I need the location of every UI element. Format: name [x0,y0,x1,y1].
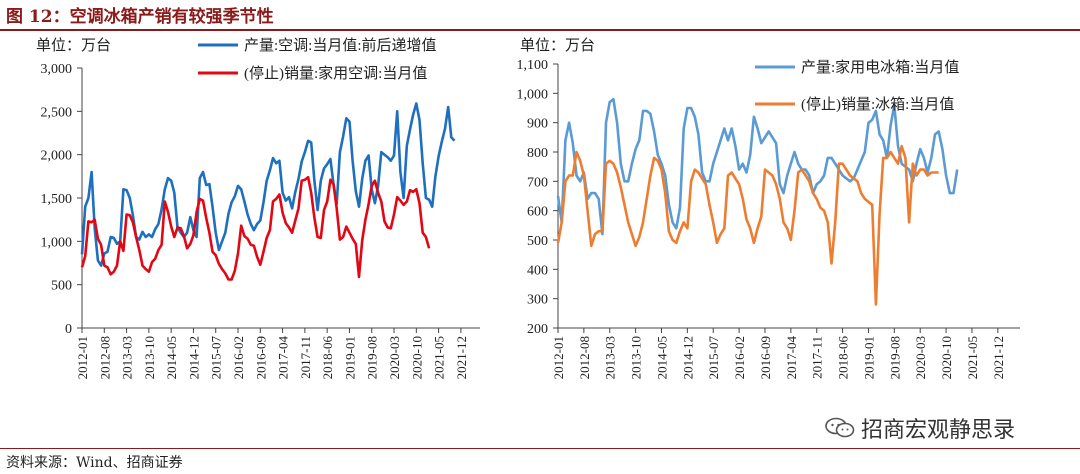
watermark-text: 招商宏观静思录 [861,418,1016,443]
x-tick-label: 2013-10 [629,336,644,379]
figure-title: 图 12：空调冰箱产销有较强季节性 [6,7,274,27]
y-tick-label: 300 [527,293,548,308]
y-tick-label: 1,000 [517,87,549,102]
unit-label: 单位：万台 [520,37,595,54]
y-tick-label: 2,500 [41,105,73,120]
y-tick-label: 900 [527,117,548,132]
x-tick-label: 2020-03 [913,336,928,379]
y-tick-label: 500 [51,279,72,294]
y-tick-label: 1,500 [41,192,73,207]
series-line-1 [556,97,959,236]
x-tick-label: 2021-12 [991,336,1006,379]
y-tick-label: 3,000 [41,62,73,77]
y-tick-label: 200 [527,322,548,337]
x-tick-label: 2012-01 [75,336,90,379]
source-note: 资料来源：Wind、招商证券 [6,455,183,471]
legend-label-1: 产量:家用电冰箱:当月值 [801,59,959,76]
x-tick-label: 2012-08 [577,336,592,379]
wechat-icon [825,417,855,438]
chart-fridge: 单位：万台 200 300 400 500 600 700 800 900 1,000 1,100 2… [517,37,1020,380]
legend-label-2: (停止)销量:家用空调:当月值 [244,65,427,82]
x-tick-label: 2021-12 [454,336,469,379]
y-tick-label: 500 [527,234,548,249]
legend-label-1: 产量:空调:当月值:前后递增值 [244,37,437,54]
x-tick-label: 2016-02 [231,336,246,379]
x-tick-label: 2013-03 [603,336,618,379]
x-tick-label: 2013-10 [142,336,157,379]
x-tick-label: 2016-09 [253,336,268,379]
x-tick-label: 2012-08 [97,336,112,379]
x-tick-label: 2020-10 [409,336,424,379]
x-tick-label: 2018-06 [836,336,851,380]
y-tick-label: 2,000 [41,149,73,164]
x-tick-label: 2014-05 [654,336,669,379]
y-tick-label: 600 [527,205,548,220]
x-tick-label: 2021-05 [432,336,447,379]
x-tick-label: 2018-06 [320,336,335,380]
x-tick-label: 2019-01 [342,336,357,379]
x-tick-label: 2014-05 [164,336,179,379]
x-tick-label: 2014-12 [186,336,201,379]
y-tick-label: 1,000 [41,235,73,250]
x-tick-label: 2016-02 [732,336,747,379]
x-tick-label: 2017-04 [784,336,799,380]
x-tick-label: 2017-11 [298,336,313,379]
x-tick-label: 2014-12 [680,336,695,379]
x-tick-label: 2013-03 [120,336,135,379]
y-tick-label: 700 [527,175,548,190]
x-tick-label: 2015-07 [706,336,721,380]
x-tick-label: 2020-10 [939,336,954,379]
watermark: 招商宏观静思录 [825,412,1015,444]
series-line-2 [80,175,431,281]
x-tick-label: 2019-08 [887,336,902,379]
x-tick-label: 2019-08 [365,336,380,379]
x-tick-label: 2017-04 [276,336,291,380]
chart-ac: 单位：万台 0 500 1,000 1,500 2,000 2,500 3,000 2012-0… [36,37,480,380]
legend-label-2: (停止)销量:冰箱:当月值 [801,96,954,113]
y-tick-label: 0 [65,322,72,337]
y-tick-label: 400 [527,263,548,278]
series-line-1 [80,102,456,267]
series-line-2 [556,144,939,306]
unit-label: 单位：万台 [36,37,111,54]
x-tick-label: 2016-09 [758,336,773,379]
x-tick-label: 2012-01 [551,336,566,379]
x-tick-label: 2021-05 [965,336,980,379]
bottom-rule [0,448,1080,449]
x-tick-label: 2020-03 [387,336,402,379]
x-tick-label: 2017-11 [810,336,825,379]
x-tick-label: 2015-07 [209,336,224,380]
y-tick-label: 800 [527,146,548,161]
x-tick-label: 2019-01 [861,336,876,379]
y-tick-label: 1,100 [517,58,549,73]
title-rule [0,29,1080,31]
